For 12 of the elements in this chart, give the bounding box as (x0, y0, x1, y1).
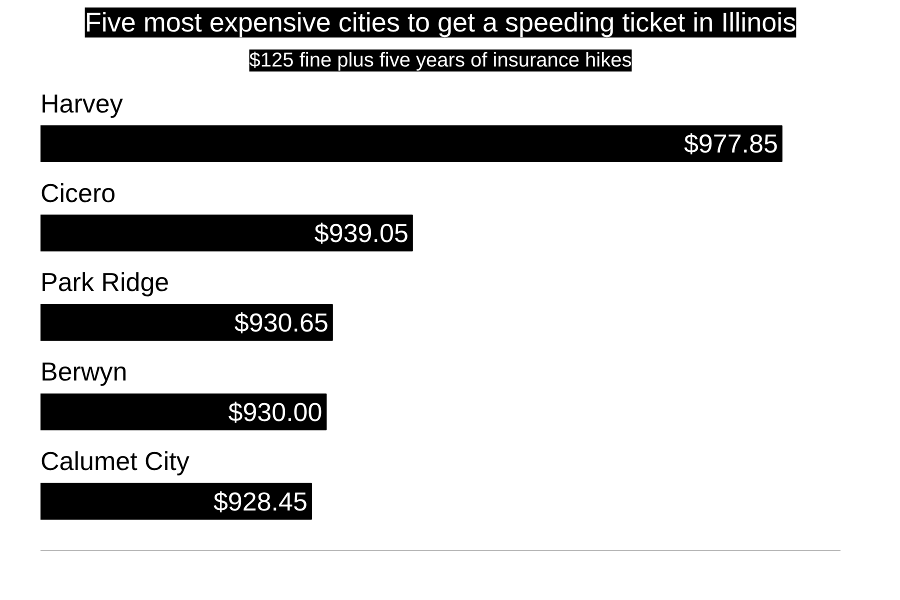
chart-subtitle: $125 fine plus five years of insurance hikes (249, 50, 632, 72)
data-label: $930.65 (234, 307, 328, 338)
data-label: $939.05 (314, 218, 408, 248)
data-label: $930.00 (228, 396, 322, 427)
y-tick-label: Cicero (40, 178, 116, 208)
y-tick-label: Calumet City (40, 446, 190, 476)
chart-title: Five most expensive cities to get a speeding ticket in Illinois (84, 8, 796, 38)
data-label: $928.45 (213, 486, 308, 516)
y-tick-label: Harvey (40, 88, 123, 118)
data-label: $977.85 (684, 128, 778, 159)
y-tick-label: Park Ridge (40, 267, 170, 298)
y-tick-label: Berwyn (40, 356, 128, 387)
